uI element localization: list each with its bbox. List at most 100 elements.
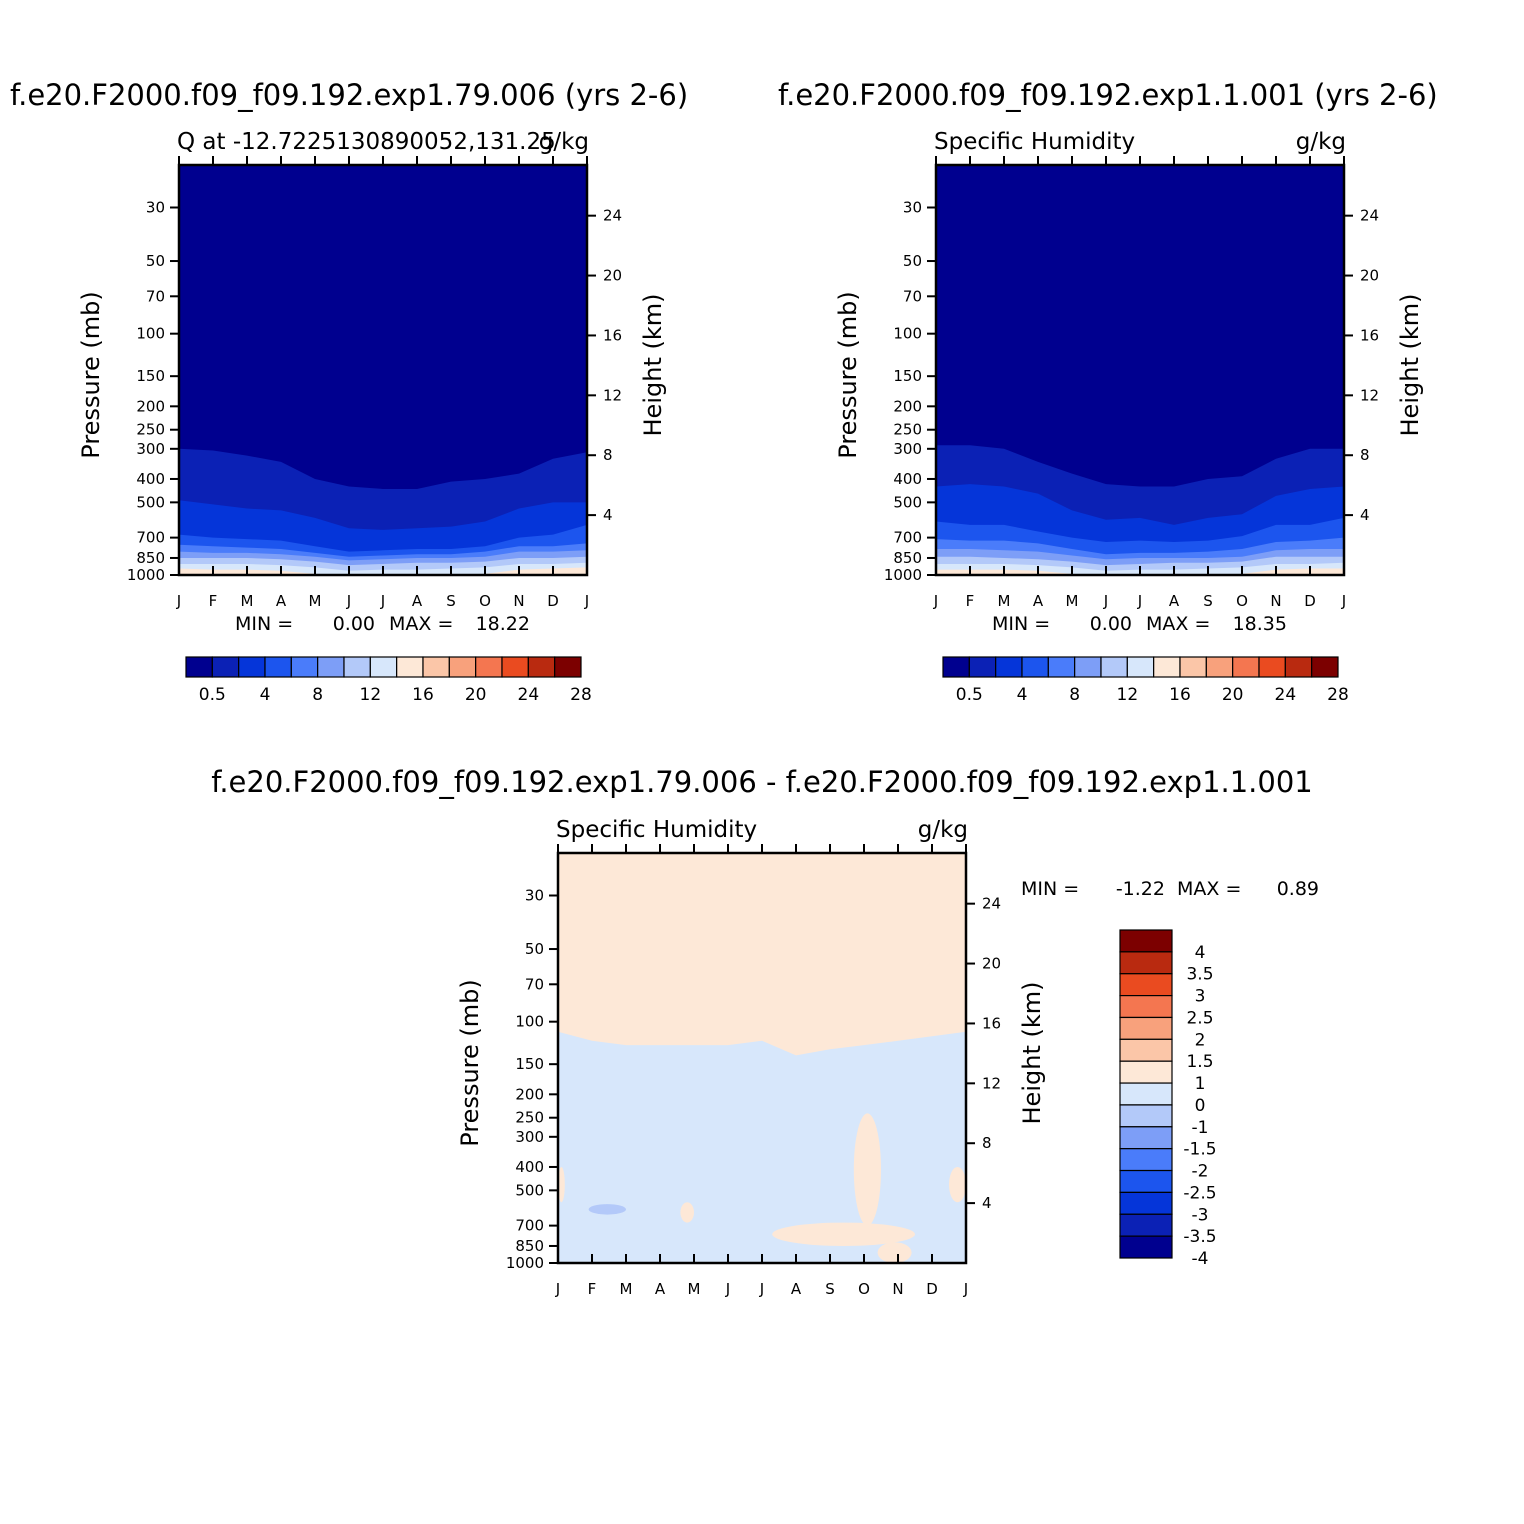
colorbar-label: 3.5 xyxy=(1186,965,1213,985)
y2-tick-label: 12 xyxy=(982,1074,1001,1092)
colorbar-label: 3 xyxy=(1195,987,1206,1007)
x-tick-label: O xyxy=(1236,592,1248,610)
colorbar-swatch xyxy=(422,656,450,678)
colorbar-label: 2.5 xyxy=(1186,1008,1213,1028)
colorbar-label: 16 xyxy=(1169,685,1191,705)
colorbar-label: -4 xyxy=(1192,1249,1209,1269)
y-tick-label: 150 xyxy=(893,367,922,385)
colorbar-label: 24 xyxy=(518,685,540,705)
colorbar-swatch xyxy=(1047,656,1076,678)
y-axis-label: Pressure (mb) xyxy=(77,291,105,458)
x-tick-label: F xyxy=(209,592,218,610)
colorbar-swatch xyxy=(1119,1060,1173,1084)
x-tick-label: O xyxy=(858,1280,870,1298)
x-tick-label: J xyxy=(759,1280,764,1298)
contour-fills xyxy=(936,165,1344,575)
colorbar-label: -1 xyxy=(1192,1118,1209,1138)
y-axis-label: Pressure (mb) xyxy=(456,979,484,1146)
colorbar-label: 0.5 xyxy=(956,685,983,705)
y2-tick-label: 20 xyxy=(1360,267,1379,285)
colorbar-swatch xyxy=(501,656,529,678)
colorbar-swatch xyxy=(995,656,1023,678)
x-tick-label: D xyxy=(547,592,559,610)
y2-tick-label: 20 xyxy=(603,267,622,285)
colorbar-swatch xyxy=(475,656,503,678)
panel3-chart: J F M A M J J A S O N D J305070100150200250300400500… xyxy=(456,817,1319,1298)
y-tick-label: 200 xyxy=(136,397,165,415)
y-tick-label: 700 xyxy=(515,1217,544,1235)
colorbar-swatch xyxy=(1074,656,1102,678)
colorbar-label: 20 xyxy=(465,685,487,705)
subtitle-left: Specific Humidity xyxy=(556,817,757,843)
positive-anomaly-region xyxy=(680,1202,694,1223)
colorbar-label: 4 xyxy=(260,685,271,705)
colorbar-swatch xyxy=(185,656,213,678)
colorbar: 0.5 4 8 12 16 20 24 28 xyxy=(185,656,592,705)
colorbar-swatch xyxy=(1119,1148,1173,1172)
colorbar-label: 2 xyxy=(1195,1030,1206,1050)
colorbar-swatch xyxy=(1021,656,1049,678)
max-label: MAX = xyxy=(1146,613,1210,635)
x-tick-label: J xyxy=(963,1280,968,1298)
colorbar-swatch xyxy=(343,656,371,678)
x-tick-label: J xyxy=(933,592,938,610)
panel3-title: f.e20.F2000.f09_f09.192.exp1.79.006 - f.… xyxy=(211,765,1313,799)
y-tick-label: 1000 xyxy=(506,1254,544,1272)
y-tick-label: 250 xyxy=(136,421,165,439)
y-tick-label: 70 xyxy=(146,287,165,305)
colorbar-label: 20 xyxy=(1222,685,1244,705)
max-value: 0.89 xyxy=(1277,878,1319,900)
x-tick-label: M xyxy=(1066,592,1079,610)
positive-anomaly-region xyxy=(877,1242,912,1264)
y-tick-label: 250 xyxy=(893,421,922,439)
max-value: 18.35 xyxy=(1233,613,1287,635)
positive-anomaly-region xyxy=(772,1222,915,1246)
y2-tick-label: 24 xyxy=(603,207,622,225)
y-tick-label: 300 xyxy=(136,440,165,458)
x-tick-label: J xyxy=(584,592,589,610)
y-tick-label: 50 xyxy=(525,940,544,958)
y-tick-label: 200 xyxy=(893,397,922,415)
colorbar: 0.5 4 8 12 16 20 24 28 xyxy=(942,656,1349,705)
colorbar: 43.532.521.510-1-1.5-2-2.5-3-3.5-4 xyxy=(1119,929,1217,1269)
subtitle-units: g/kg xyxy=(539,129,589,155)
colorbar-swatch xyxy=(1311,656,1339,678)
x-tick-label: O xyxy=(479,592,491,610)
x-tick-label: F xyxy=(588,1280,597,1298)
min-label: MIN = xyxy=(1021,878,1079,900)
y-tick-label: 250 xyxy=(515,1109,544,1127)
x-tick-label: M xyxy=(241,592,254,610)
colorbar-label: 0 xyxy=(1195,1096,1206,1116)
y-tick-label: 300 xyxy=(893,440,922,458)
x-tick-label: S xyxy=(825,1280,835,1298)
y2-tick-label: 4 xyxy=(603,506,613,524)
y2-axis-label: Height (km) xyxy=(639,294,667,437)
contour-fills xyxy=(558,853,966,1264)
colorbar-swatch xyxy=(1119,1104,1173,1128)
y-tick-label: 70 xyxy=(903,287,922,305)
y-tick-label: 850 xyxy=(136,549,165,567)
y-tick-label: 850 xyxy=(515,1237,544,1255)
colorbar-swatch xyxy=(1119,1169,1173,1193)
y-tick-label: 500 xyxy=(893,493,922,511)
colorbar-swatch xyxy=(290,656,319,678)
colorbar-label: 4 xyxy=(1195,943,1206,963)
y-tick-label: 150 xyxy=(515,1055,544,1073)
x-tick-label: N xyxy=(1270,592,1281,610)
colorbar-swatch xyxy=(1100,656,1128,678)
colorbar-label: 24 xyxy=(1275,685,1297,705)
x-tick-label: M xyxy=(620,1280,633,1298)
subtitle-left: Q at -12.7225130890052,131.25 xyxy=(177,129,556,155)
min-value: 0.00 xyxy=(1090,613,1132,635)
colorbar-label: 0.5 xyxy=(199,685,226,705)
colorbar-swatch xyxy=(1119,1126,1173,1150)
y-tick-label: 30 xyxy=(146,198,165,216)
x-tick-label: J xyxy=(1341,592,1346,610)
colorbar-swatch xyxy=(1119,1235,1173,1259)
colorbar-label: 1.5 xyxy=(1186,1052,1213,1072)
colorbar-swatch xyxy=(1119,973,1173,997)
y2-tick-label: 8 xyxy=(603,446,613,464)
colorbar-swatch xyxy=(1284,656,1313,678)
y2-tick-label: 12 xyxy=(1360,386,1379,404)
